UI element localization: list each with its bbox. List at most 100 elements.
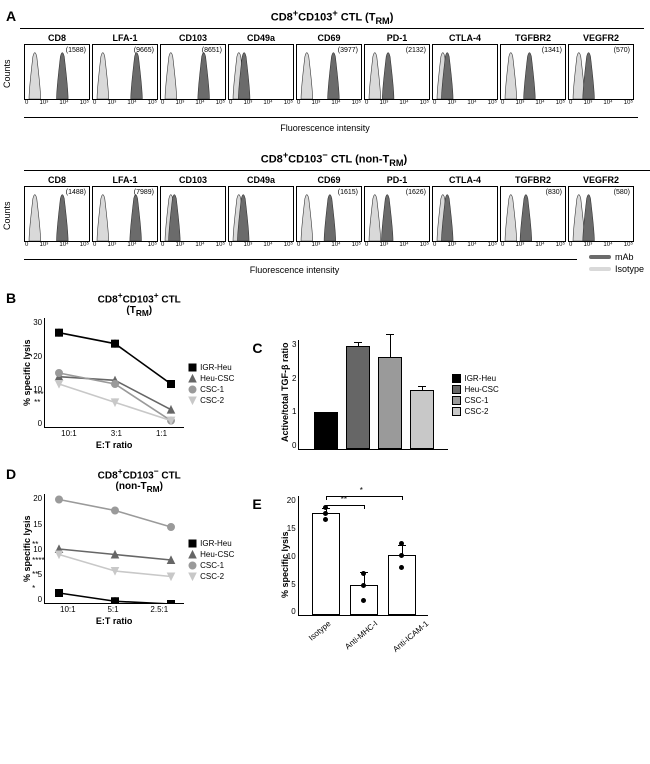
figure-root: A CD8+CD103+ CTL (TRM) Counts CD8 (1588)… [0,0,650,634]
legend-swatch [452,396,461,405]
histogram-title: VEGFR2 [568,33,634,43]
delta-mfi: (1615) [338,189,358,196]
legend-item: CSC-1 [452,396,498,405]
legend-item: Heu-CSC [188,374,234,383]
histogram-plot: (1341) [500,44,566,100]
legend-label: Heu-CSC [200,550,234,559]
delta-mfi: (1488) [66,189,86,196]
legend-item: IGR-Heu [452,374,498,383]
histogram-cd69: CD69 (1615) 010³10⁴10⁵ [296,175,362,248]
histogram-title: CTLA-4 [432,33,498,43]
histogram-ctla-4: CTLA-4 010³10⁴10⁵ [432,33,498,106]
legend-label: CSC-1 [200,385,224,394]
fluorescence-label: Fluorescence intensity [274,123,376,133]
bar-isotype [312,513,340,615]
legend-item: Isotype [589,264,644,274]
legend-item: CSC-1 [188,385,234,394]
data-point [361,571,366,576]
legend-label: CSC-1 [464,396,488,405]
histogram-tgfbr2: TGFBR2 (1341) 010³10⁴10⁵ [500,33,566,106]
histogram-plot [432,44,498,100]
legend-swatch [589,267,611,271]
histogram-lfa-1: LFA-1 (9665) 010³10⁴10⁵ [92,33,158,106]
histogram-title: LFA-1 [92,33,158,43]
histogram-xticks: 010³10⁴10⁵ [228,100,294,106]
panel-label-c: C [252,340,262,356]
significance-stars: ** [341,495,347,504]
chart-b-plot [44,318,184,428]
histogram-ctla-4: CTLA-4 010³10⁴10⁵ [432,175,498,248]
xlabel-line [24,117,638,118]
delta-mfi: (580) [614,189,630,196]
chart-b-xticks: 10:13:11:1 [44,429,184,438]
chart-b: CD8+CD103+ CTL(TRM) % specific lysis 010… [44,290,234,450]
panel-a: A CD8+CD103+ CTL (TRM) Counts CD8 (1588)… [6,8,644,278]
chart-c-plot [298,340,448,450]
panel-label-d: D [6,466,16,482]
delta-mfi: (1626) [406,189,426,196]
panel-label-a: A [6,8,16,24]
histogram-pd-1: PD-1 (1626) 010³10⁴10⁵ [364,175,430,248]
delta-mfi: (1341) [542,47,562,54]
chart-d-xticks: 10:15:12.5:1 [44,605,184,614]
histogram-title: VEGFR2 [568,175,634,185]
histogram-title: CD49a [228,175,294,185]
histogram-title: PD-1 [364,33,430,43]
legend-item: CSC-2 [188,396,234,405]
legend-item: Heu-CSC [452,385,498,394]
legend-label: Heu-CSC [200,374,234,383]
histogram-plot: (570) [568,44,634,100]
chart-d-xlabel: E:T ratio [44,616,184,626]
significance-stars: **** [32,556,44,565]
histogram-xticks: 010³10⁴10⁵ [296,100,362,106]
histogram-title: CD69 [296,33,362,43]
histogram-vegfr2: VEGFR2 (580) 010³10⁴10⁵ [568,175,634,248]
chart-c-yticks: 0123 [280,340,296,450]
chart-b-legend: IGR-Heu Heu-CSC CSC-1 CSC-2 [188,363,234,405]
legend-label: Heu-CSC [464,385,498,394]
histogram-xticks: 010³10⁴10⁵ [364,100,430,106]
histogram-cd103: CD103 010³10⁴10⁵ [160,175,226,248]
legend-swatch [452,407,461,416]
panel-label-e: E [252,496,261,512]
chart-b-title: CD8+CD103+ CTL(TRM) [44,290,234,318]
xtick-label: Isotype [307,619,333,642]
histogram-xticks: 010³10⁴10⁵ [92,100,158,106]
chart-d-title: CD8+CD103− CTL(non-TRM) [44,466,234,494]
legend-label: CSC-2 [200,396,224,405]
legend-label: IGR-Heu [200,363,232,372]
histogram-plot: (830) [500,186,566,242]
legend-item: CSC-2 [188,572,234,581]
delta-mfi: (2132) [406,47,426,54]
histogram-title: CD103 [160,33,226,43]
histogram-title: CD8 [24,33,90,43]
histogram-title: TGFBR2 [500,175,566,185]
histogram-row-bottom: CD8 (1488) 010³10⁴10⁵ LFA-1 (7989) 010³1… [24,175,644,248]
histogram-cd49a: CD49a 010³10⁴10⁵ [228,33,294,106]
histogram-xticks: 010³10⁴10⁵ [568,100,634,106]
counts-label-bottom: Counts [2,201,12,230]
chart-e-yticks: 05101520 [280,496,296,616]
histogram-title: CTLA-4 [432,175,498,185]
histogram-xticks: 010³10⁴10⁵ [500,100,566,106]
chart-d-plot [44,494,184,604]
histogram-plot: (1588) [24,44,90,100]
chart-e-xticks: IsotypeAnti-MHC-IAnti-ICAM-1 [298,617,428,626]
legend-item: IGR-Heu [188,539,234,548]
histogram-title: CD8 [24,175,90,185]
delta-mfi: (9665) [134,47,154,54]
histogram-cd8: CD8 (1588) 010³10⁴10⁵ [24,33,90,106]
delta-mfi: (8651) [202,47,222,54]
histogram-title: PD-1 [364,175,430,185]
panel-a-title-bottom: CD8+CD103− CTL (non-TRM) [24,150,644,168]
histogram-title: CD69 [296,175,362,185]
chart-c-legend: IGR-Heu Heu-CSC CSC-1 CSC-2 [452,374,498,416]
histogram-cd103: CD103 (8651) 010³10⁴10⁵ [160,33,226,106]
delta-mfi: (3977) [338,47,358,54]
histogram-plot [228,44,294,100]
chart-b-xlabel: E:T ratio [44,440,184,450]
delta-mfi: (1588) [66,47,86,54]
bar-csc-2 [410,390,434,449]
legend-item: IGR-Heu [188,363,234,372]
legend-label: CSC-2 [464,407,488,416]
